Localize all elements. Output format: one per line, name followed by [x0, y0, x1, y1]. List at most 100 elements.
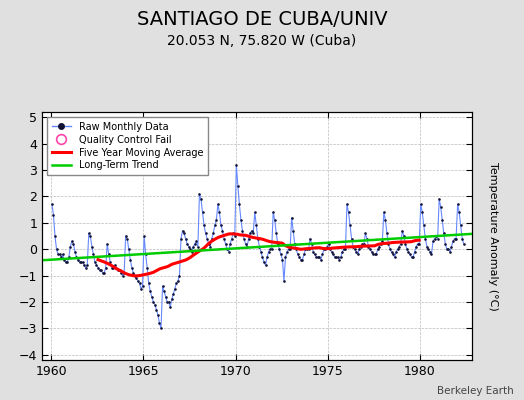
Point: [303, 246, 311, 252]
Point: [168, 296, 176, 302]
Point: [328, 249, 336, 255]
Text: SANTIAGO DE CUBA/UNIV: SANTIAGO DE CUBA/UNIV: [137, 10, 387, 29]
Point: [138, 283, 147, 289]
Point: [300, 251, 308, 258]
Point: [338, 249, 346, 255]
Point: [349, 243, 357, 250]
Point: [309, 249, 318, 255]
Point: [172, 280, 181, 287]
Point: [374, 246, 382, 252]
Point: [274, 241, 282, 247]
Point: [332, 254, 341, 260]
Point: [211, 222, 219, 229]
Point: [71, 249, 79, 255]
Point: [191, 241, 199, 247]
Point: [304, 246, 313, 252]
Point: [200, 222, 208, 229]
Point: [169, 291, 178, 297]
Point: [192, 238, 201, 244]
Point: [126, 256, 135, 263]
Point: [163, 299, 171, 305]
Point: [252, 222, 260, 229]
Point: [329, 251, 337, 258]
Point: [418, 209, 427, 216]
Point: [447, 243, 456, 250]
Point: [352, 249, 361, 255]
Point: [145, 280, 153, 287]
Point: [289, 228, 298, 234]
Point: [372, 251, 380, 258]
Point: [336, 254, 345, 260]
Point: [49, 212, 58, 218]
Point: [106, 259, 114, 266]
Point: [301, 246, 310, 252]
Point: [240, 236, 248, 242]
Point: [403, 246, 411, 252]
Point: [186, 246, 194, 252]
Point: [369, 251, 377, 258]
Point: [452, 236, 460, 242]
Point: [112, 264, 121, 271]
Point: [181, 236, 190, 242]
Point: [63, 259, 71, 266]
Point: [146, 288, 155, 295]
Point: [201, 230, 210, 236]
Point: [293, 251, 302, 258]
Point: [380, 209, 388, 216]
Point: [171, 286, 179, 292]
Point: [52, 246, 61, 252]
Point: [297, 256, 305, 263]
Point: [183, 241, 191, 247]
Point: [158, 283, 167, 289]
Point: [148, 294, 156, 300]
Point: [114, 267, 122, 274]
Point: [54, 251, 62, 258]
Point: [229, 230, 237, 236]
Point: [56, 251, 64, 258]
Point: [383, 230, 391, 236]
Point: [334, 254, 342, 260]
Point: [238, 228, 247, 234]
Point: [344, 209, 353, 216]
Point: [355, 246, 364, 252]
Point: [72, 254, 81, 260]
Point: [449, 238, 457, 244]
Point: [151, 301, 159, 308]
Point: [60, 256, 69, 263]
Point: [410, 249, 419, 255]
Point: [367, 249, 376, 255]
Point: [283, 249, 291, 255]
Point: [184, 243, 193, 250]
Point: [458, 236, 466, 242]
Point: [180, 230, 188, 236]
Point: [175, 272, 183, 279]
Point: [313, 254, 322, 260]
Point: [92, 262, 101, 268]
Point: [306, 236, 314, 242]
Point: [311, 251, 319, 258]
Point: [359, 241, 368, 247]
Point: [267, 246, 276, 252]
Point: [48, 201, 56, 208]
Point: [237, 217, 245, 223]
Point: [95, 267, 104, 274]
Point: [386, 246, 394, 252]
Point: [415, 241, 423, 247]
Point: [204, 241, 213, 247]
Point: [189, 243, 198, 250]
Point: [308, 241, 316, 247]
Point: [61, 259, 70, 266]
Point: [66, 243, 74, 250]
Point: [157, 325, 165, 332]
Point: [460, 241, 468, 247]
Point: [242, 241, 250, 247]
Point: [430, 236, 439, 242]
Point: [346, 222, 354, 229]
Point: [247, 228, 256, 234]
Point: [149, 299, 158, 305]
Point: [321, 246, 330, 252]
Point: [220, 236, 228, 242]
Point: [235, 201, 244, 208]
Point: [122, 233, 130, 239]
Point: [409, 254, 417, 260]
